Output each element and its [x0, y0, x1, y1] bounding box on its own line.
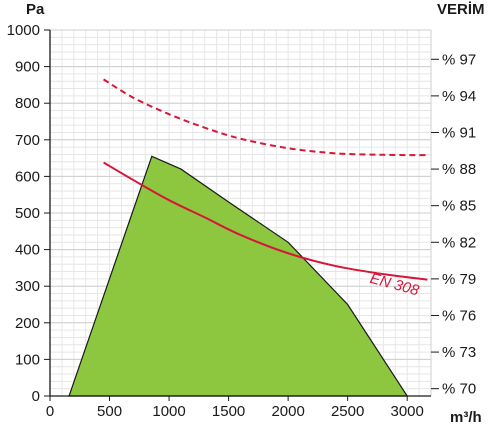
- axes: 0 500 1000 1500 2000 2500 3000 0 100 200 300 400 500…: [7, 22, 477, 420]
- x-tick-label: 2500: [331, 403, 364, 420]
- y-axis-title: Pa: [26, 1, 45, 18]
- y2-tick-label: % 70: [442, 381, 476, 398]
- y2-tick-label: % 82: [442, 234, 476, 251]
- y-tick-label: 900: [15, 59, 40, 76]
- y-tick-label: 300: [15, 278, 40, 295]
- x-tick-label: 500: [97, 403, 122, 420]
- y-tick-label: 0: [32, 388, 40, 405]
- y-tick-label: 800: [15, 95, 40, 112]
- y2-tick-label: % 85: [442, 198, 476, 215]
- operating-area: [68, 155, 409, 397]
- y2-tick-label: % 79: [442, 271, 476, 288]
- y-tick-label: 200: [15, 315, 40, 332]
- x-tick-label: 0: [46, 403, 54, 420]
- x-tick-label: 1500: [212, 403, 245, 420]
- y2-tick-label: % 91: [442, 124, 476, 141]
- y2-tick-label: % 97: [442, 51, 476, 68]
- y-tick-label: 100: [15, 351, 40, 368]
- y-tick-label: 400: [15, 242, 40, 259]
- x-tick-label: 3000: [391, 403, 424, 420]
- y-tick-label: 500: [15, 205, 40, 222]
- en308-curve: [103, 161, 428, 281]
- y2-tick-label: % 88: [442, 161, 476, 178]
- series-annotation: EN 308: [368, 270, 421, 300]
- operating-area-layer: [68, 155, 409, 397]
- labels: Pa VERİM m³/h: [26, 1, 485, 426]
- y-tick-label: 1000: [7, 22, 40, 39]
- y2-tick-label: % 73: [442, 344, 476, 361]
- y-tick-label: 600: [15, 168, 40, 185]
- y2-axis-title: VERİM: [437, 1, 485, 18]
- efficiency-curve-dashed: [103, 78, 428, 157]
- y2-tick-label: % 94: [442, 88, 476, 105]
- x-tick-label: 2000: [271, 403, 304, 420]
- x-tick-label: 1000: [152, 403, 185, 420]
- y-tick-label: 700: [15, 132, 40, 149]
- x-axis-title: m³/h: [450, 409, 482, 426]
- y2-tick-label: % 76: [442, 307, 476, 324]
